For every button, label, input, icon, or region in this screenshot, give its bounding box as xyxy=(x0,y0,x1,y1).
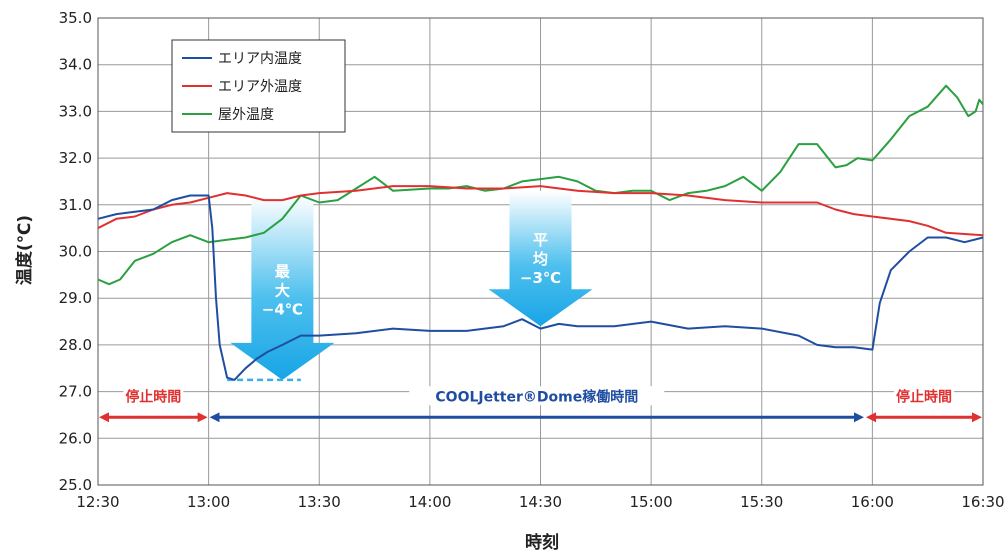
period-label-0: 停止時間 xyxy=(125,388,181,405)
annotation-arrows: 最大−4℃ 平均−3℃ xyxy=(227,190,593,382)
y-tick-label: 30.0 xyxy=(59,243,92,261)
y-tick-label: 27.0 xyxy=(59,383,92,401)
period-annotations: 停止時間 COOLJetter®Dome稼働時間 停止時間 xyxy=(99,386,982,423)
x-tick-label: 15:00 xyxy=(630,493,673,511)
max-drop-arrow-label: 最 xyxy=(275,263,291,281)
x-tick-label: 12:30 xyxy=(76,493,119,511)
x-tick-label: 13:30 xyxy=(298,493,341,511)
series-line-inside xyxy=(97,194,984,381)
legend-label-outside-area: エリア外温度 xyxy=(218,79,302,95)
max-drop-arrow-label: 大 xyxy=(275,282,290,300)
y-tick-label: 35.0 xyxy=(59,9,92,27)
period-label-bg-2 xyxy=(894,386,954,406)
legend-label-outdoor: 屋外温度 xyxy=(218,107,274,123)
legend: エリア内温度 エリア外温度 屋外温度 xyxy=(171,39,346,133)
avg-drop-arrow-label: 平 xyxy=(533,231,548,249)
y-axis-ticks: 25.0 26.0 27.0 28.0 29.0 30.0 31.0 32.0 33.0 34.0… xyxy=(59,9,92,494)
x-tick-label: 16:30 xyxy=(961,493,1004,511)
y-tick-label: 28.0 xyxy=(59,336,92,354)
series-line-outside-area xyxy=(97,185,984,237)
period-label-bg-1 xyxy=(409,386,665,406)
x-axis-ticks: 12:30 13:00 13:30 14:00 14:30 15:00 15:30 16:00… xyxy=(76,493,1004,511)
y-tick-label: 25.0 xyxy=(59,476,92,494)
series-line-outdoor xyxy=(97,84,984,286)
y-tick-label: 32.0 xyxy=(59,149,92,167)
period-label-1: COOLJetter®Dome稼働時間 xyxy=(435,388,638,405)
y-tick-label: 34.0 xyxy=(59,56,92,74)
y-tick-label: 26.0 xyxy=(59,429,92,447)
x-tick-label: 16:00 xyxy=(851,493,894,511)
legend-label-inside: エリア内温度 xyxy=(218,51,302,67)
period-label-2: 停止時間 xyxy=(896,388,952,405)
avg-drop-arrow xyxy=(488,190,593,327)
x-tick-label: 14:30 xyxy=(519,493,562,511)
x-tick-label: 14:00 xyxy=(408,493,451,511)
x-tick-label: 13:00 xyxy=(187,493,230,511)
y-tick-label: 31.0 xyxy=(59,196,92,214)
x-axis-title: 時刻 xyxy=(525,532,559,553)
x-tick-label: 15:30 xyxy=(740,493,783,511)
plot-frame xyxy=(97,17,984,486)
y-tick-label: 33.0 xyxy=(59,102,92,120)
max-drop-arrow xyxy=(230,195,335,380)
y-tick-label: 29.0 xyxy=(59,289,92,307)
y-axis-title: 温度(℃) xyxy=(14,215,35,285)
avg-drop-arrow-label: −3℃ xyxy=(520,269,561,287)
period-label-bg-0 xyxy=(123,386,184,406)
avg-drop-arrow-label: 均 xyxy=(533,250,548,268)
max-drop-arrow-label: −4℃ xyxy=(262,301,303,319)
series-lines xyxy=(97,84,984,381)
